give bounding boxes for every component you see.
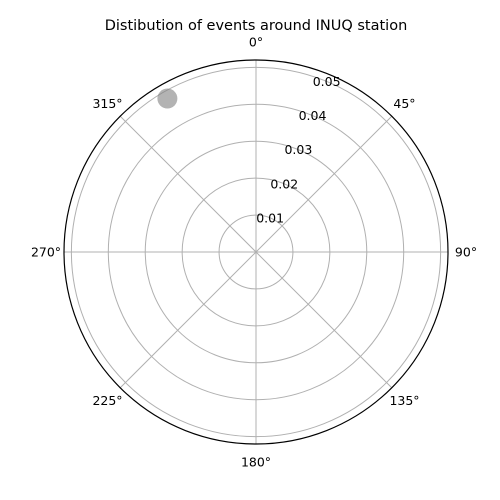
tick-labels: 0° 45° 90° 135° 180° 225° 270° 315° 0.01 0.02 0.03… bbox=[31, 35, 477, 470]
data-point bbox=[157, 88, 178, 109]
r-gridline bbox=[70, 66, 442, 438]
data-points bbox=[157, 88, 178, 109]
r-gridline bbox=[144, 140, 368, 364]
theta-tick-label: 90° bbox=[455, 245, 477, 260]
theta-tick-label: 45° bbox=[393, 96, 415, 111]
theta-tick-label: 0° bbox=[249, 35, 263, 50]
r-tick-label: 0.02 bbox=[270, 176, 298, 191]
chart-title: Distibution of events around INUQ statio… bbox=[105, 18, 408, 34]
r-tick-label: 0.05 bbox=[313, 74, 341, 89]
polar-frame bbox=[63, 59, 449, 445]
theta-gridline bbox=[255, 251, 393, 389]
r-tick-label: 0.04 bbox=[299, 108, 327, 123]
theta-gridline bbox=[119, 251, 257, 389]
theta-tick-label: 135° bbox=[389, 393, 419, 408]
theta-gridline bbox=[255, 115, 393, 253]
r-gridline bbox=[218, 214, 294, 290]
r-tick-label: 0.01 bbox=[256, 210, 284, 225]
theta-tick-label: 270° bbox=[31, 245, 61, 260]
theta-gridline bbox=[119, 115, 257, 253]
theta-tick-label: 315° bbox=[92, 96, 122, 111]
polar-grid bbox=[63, 59, 449, 445]
r-tick-label: 0.03 bbox=[284, 142, 312, 157]
theta-tick-label: 180° bbox=[241, 455, 271, 470]
theta-tick-label: 225° bbox=[92, 393, 122, 408]
r-gridline bbox=[107, 103, 405, 401]
r-gridline bbox=[181, 177, 331, 327]
